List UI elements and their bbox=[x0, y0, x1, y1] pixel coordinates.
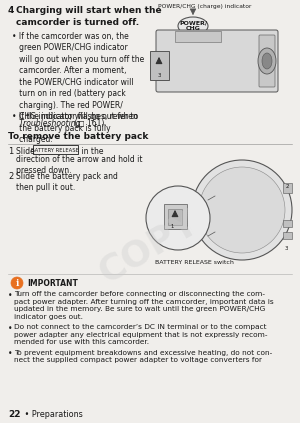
Circle shape bbox=[192, 160, 292, 260]
FancyBboxPatch shape bbox=[168, 209, 182, 225]
Text: Slide: Slide bbox=[16, 147, 37, 156]
FancyBboxPatch shape bbox=[149, 52, 169, 80]
Text: COPY: COPY bbox=[92, 206, 204, 290]
Text: Troubleshooting: Troubleshooting bbox=[12, 119, 80, 128]
FancyBboxPatch shape bbox=[283, 232, 292, 239]
Text: Slide the battery pack and
then pull it out.: Slide the battery pack and then pull it … bbox=[16, 172, 118, 192]
Text: •: • bbox=[8, 349, 13, 359]
Text: IMPORTANT: IMPORTANT bbox=[27, 279, 78, 288]
Text: 1: 1 bbox=[8, 147, 13, 156]
Text: i: i bbox=[15, 278, 19, 288]
Ellipse shape bbox=[262, 53, 272, 69]
Text: • If the indicator flashes, refer to: • If the indicator flashes, refer to bbox=[12, 112, 138, 121]
Text: direction of the arrow and hold it
pressed down.: direction of the arrow and hold it press… bbox=[16, 155, 142, 176]
FancyBboxPatch shape bbox=[175, 31, 220, 42]
Text: • Preparations: • Preparations bbox=[22, 410, 83, 419]
Text: 4: 4 bbox=[8, 6, 14, 15]
FancyBboxPatch shape bbox=[164, 204, 187, 230]
Circle shape bbox=[11, 277, 23, 289]
Text: 2: 2 bbox=[285, 184, 289, 189]
Text: •: • bbox=[8, 324, 13, 333]
Circle shape bbox=[146, 186, 210, 250]
Text: POWER/
CHG: POWER/ CHG bbox=[179, 21, 207, 31]
FancyBboxPatch shape bbox=[259, 35, 275, 87]
FancyBboxPatch shape bbox=[156, 30, 278, 92]
Text: 1: 1 bbox=[170, 224, 173, 229]
Text: To prevent equipment breakdowns and excessive heating, do not con-
nect the supp: To prevent equipment breakdowns and exce… bbox=[14, 349, 272, 363]
Ellipse shape bbox=[258, 48, 276, 74]
Text: 22: 22 bbox=[8, 410, 20, 419]
Text: 2: 2 bbox=[8, 172, 13, 181]
Text: •: • bbox=[8, 291, 13, 300]
Text: Charging will start when the
camcorder is turned off.: Charging will start when the camcorder i… bbox=[16, 6, 162, 27]
Text: Turn off the camcorder before connecting or disconnecting the com-
pact power ad: Turn off the camcorder before connecting… bbox=[14, 291, 274, 320]
Text: (□ 161).: (□ 161). bbox=[72, 119, 107, 128]
Text: in the: in the bbox=[79, 147, 104, 156]
Ellipse shape bbox=[178, 17, 208, 35]
FancyBboxPatch shape bbox=[283, 183, 292, 193]
Text: To remove the battery pack: To remove the battery pack bbox=[8, 132, 148, 141]
Text: POWER/CHG (charge) indicator: POWER/CHG (charge) indicator bbox=[158, 4, 251, 9]
Text: BATTERY RELEASE switch: BATTERY RELEASE switch bbox=[155, 260, 234, 265]
Text: 3: 3 bbox=[284, 246, 288, 251]
Text: Do not connect to the camcorder’s DC IN terminal or to the compact
power adapter: Do not connect to the camcorder’s DC IN … bbox=[14, 324, 268, 346]
Circle shape bbox=[199, 167, 285, 253]
Text: • If the camcorder was on, the
   green POWER/CHG indicator
   will go out when : • If the camcorder was on, the green POW… bbox=[12, 32, 144, 144]
Text: BATTERY RELEASE: BATTERY RELEASE bbox=[31, 148, 79, 153]
Text: 3: 3 bbox=[157, 73, 161, 78]
FancyBboxPatch shape bbox=[283, 220, 292, 227]
